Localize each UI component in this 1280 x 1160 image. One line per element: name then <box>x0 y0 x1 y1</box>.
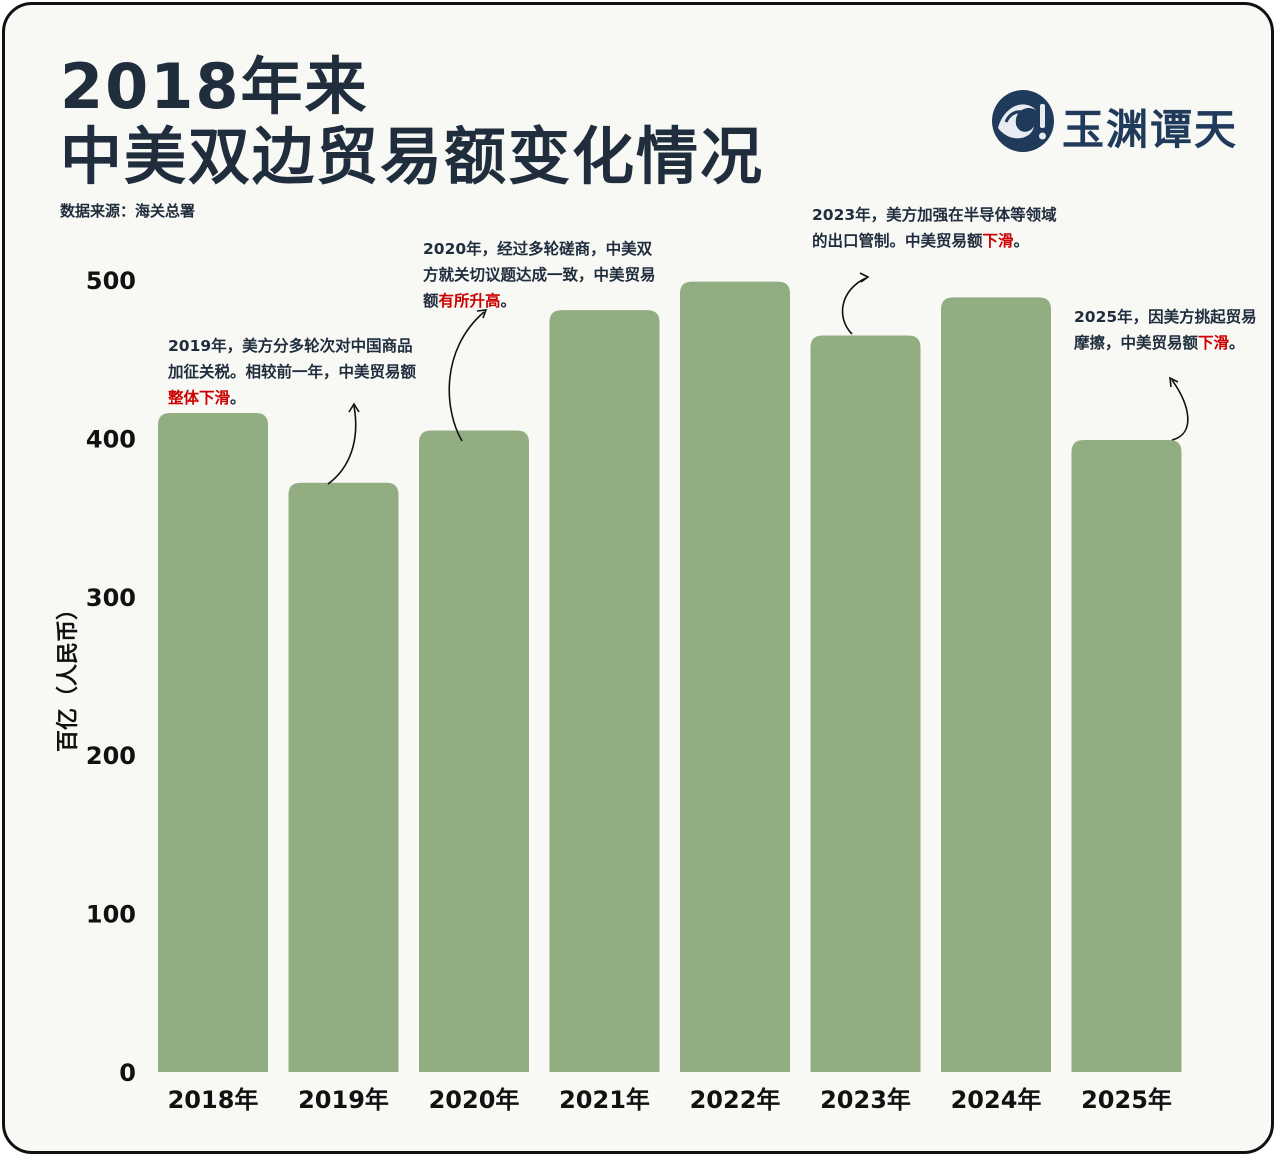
annotation-2023: 2023年，美方加强在半导体等领域的出口管制。中美贸易额下滑。 <box>812 206 1057 250</box>
x-tick-label: 2018年 <box>168 1086 259 1114</box>
arrow-2019-head <box>348 402 360 413</box>
arrow-2020 <box>448 311 485 442</box>
arrow-2023-head <box>859 272 870 283</box>
title-line-1: 2018年来 <box>60 50 369 123</box>
brand-logo: 玉渊谭天 <box>990 88 1240 158</box>
x-tick-label: 2023年 <box>820 1086 911 1114</box>
bar-2018年 <box>158 413 268 1072</box>
bar-2022年 <box>680 281 790 1073</box>
arrow-2019 <box>327 405 357 485</box>
annotation-2019-highlight: 整体下滑 <box>168 389 231 407</box>
bar-2020年 <box>419 430 529 1073</box>
bar-2025年 <box>1071 439 1182 1072</box>
bar-2023年 <box>810 335 921 1072</box>
x-tick-label: 2022年 <box>690 1086 781 1114</box>
annotation-2019: 2019年，美方分多轮次对中国商品加征关税。相较前一年，中美贸易额整体下滑。 <box>168 337 417 407</box>
y-tick-label: 300 <box>86 584 136 612</box>
wave-logo-icon <box>992 90 1054 152</box>
arrow-2025 <box>1171 379 1189 441</box>
arrow-2025-head <box>1169 376 1179 388</box>
arrow-2023 <box>841 277 867 335</box>
arrow-2020-head <box>476 309 488 319</box>
y-tick-label: 0 <box>119 1059 136 1087</box>
y-tick-label: 200 <box>86 742 136 770</box>
bar-2021年 <box>549 310 660 1072</box>
x-tick-label: 2019年 <box>298 1086 389 1114</box>
title-line-2: 中美双边贸易额变化情况 <box>60 120 765 193</box>
annotation-2025: 2025年，因美方挑起贸易摩擦，中美贸易额下滑。 <box>1074 308 1257 352</box>
data-source: 数据来源：海关总署 <box>60 202 196 220</box>
annotation-2020: 2020年，经过多轮磋商，中美双方就关切议题达成一致，中美贸易额有所升高。 <box>423 240 656 310</box>
bar-2024年 <box>941 297 1051 1072</box>
x-tick-label: 2020年 <box>429 1086 520 1114</box>
bar-2019年 <box>288 482 399 1072</box>
x-tick-label: 2025年 <box>1081 1086 1172 1114</box>
y-tick-label: 400 <box>86 425 136 453</box>
annotation-2020-highlight: 有所升高 <box>438 292 501 310</box>
x-tick-label: 2024年 <box>951 1086 1042 1114</box>
page-title: 2018年来 中美双边贸易额变化情况 <box>60 52 764 192</box>
x-tick-label: 2021年 <box>559 1086 650 1114</box>
y-tick-label: 100 <box>86 901 136 929</box>
logo-text: 玉渊谭天 <box>1062 105 1239 154</box>
annotation-2025-highlight: 下滑 <box>1198 334 1230 352</box>
y-tick-label: 500 <box>86 267 136 295</box>
annotation-2023-highlight: 下滑 <box>982 232 1014 250</box>
